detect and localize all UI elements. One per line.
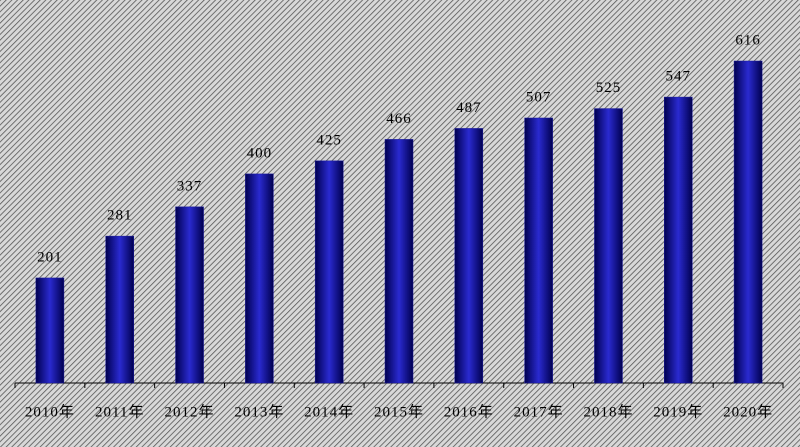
data-label: 507 [526, 89, 552, 105]
x-tick-label: 2014年 [304, 403, 354, 420]
x-tick-label: 2016年 [444, 403, 494, 420]
bar [384, 139, 414, 384]
bar [314, 160, 344, 384]
bar [35, 277, 65, 384]
x-tick-label: 2017年 [514, 403, 564, 420]
x-tick-label: 2013年 [234, 403, 284, 420]
x-tick-label: 2020年 [723, 403, 773, 420]
x-tick-label: 2015年 [374, 403, 424, 420]
data-label: 616 [735, 32, 761, 48]
x-tick-label: 2011年 [95, 403, 144, 420]
data-label: 487 [456, 100, 482, 116]
bar [105, 235, 134, 384]
bar [594, 108, 623, 384]
data-label: 281 [107, 208, 133, 224]
x-tick-label: 2012年 [165, 403, 215, 420]
data-label: 547 [666, 69, 692, 85]
x-tick-label: 2018年 [583, 403, 633, 420]
bar [664, 96, 693, 384]
bar [733, 60, 763, 384]
data-label: 201 [37, 249, 63, 265]
x-tick-label: 2019年 [653, 403, 703, 420]
bar [245, 173, 274, 384]
data-label: 400 [247, 145, 273, 161]
data-label: 525 [596, 80, 622, 96]
bar [175, 206, 204, 384]
data-label: 337 [177, 178, 203, 194]
data-label: 466 [386, 111, 412, 127]
x-tick-label: 2010年 [25, 403, 75, 420]
bar [524, 117, 553, 384]
data-label: 425 [316, 132, 342, 148]
bar [454, 128, 484, 384]
